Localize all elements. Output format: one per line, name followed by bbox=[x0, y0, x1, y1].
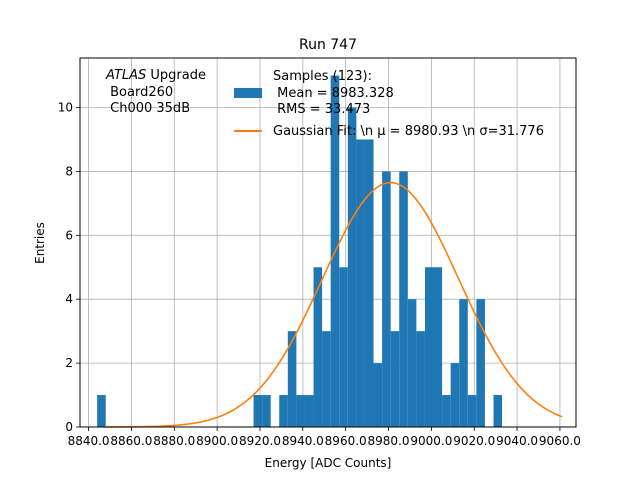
annotation-line-1: ATLAS Upgrade bbox=[105, 68, 206, 83]
legend-samples-line-3: RMS = 33.473 bbox=[273, 102, 370, 117]
histogram-bar bbox=[287, 331, 297, 427]
legend-fit-label: Gaussian Fit: \n μ = 8980.93 \n σ=31.776 bbox=[273, 124, 544, 139]
histogram-bar bbox=[322, 331, 331, 427]
histogram-bar bbox=[373, 363, 383, 427]
x-tick-label: 8860.0 bbox=[110, 434, 152, 448]
x-tick-label: 8920.0 bbox=[239, 434, 281, 448]
legend: Samples (123): Mean = 8983.328 RMS = 33.… bbox=[234, 69, 544, 139]
legend-samples-swatch bbox=[234, 88, 262, 98]
y-tick-label: 6 bbox=[65, 228, 73, 242]
histogram-bar bbox=[476, 299, 485, 427]
histogram-bar bbox=[347, 107, 357, 428]
histogram-bar bbox=[442, 395, 451, 427]
y-tick-label: 4 bbox=[65, 292, 73, 306]
atlas-annotation: ATLAS Upgrade Board260 Ch000 35dB bbox=[105, 68, 206, 116]
histogram-bar bbox=[304, 395, 314, 427]
x-tick-label: 9060.0 bbox=[539, 434, 581, 448]
histogram-bar bbox=[262, 395, 271, 427]
histogram-bar bbox=[467, 395, 477, 427]
x-tick-label: 8960.0 bbox=[325, 434, 367, 448]
y-tick-label: 8 bbox=[65, 164, 73, 178]
axes-frame bbox=[79, 57, 577, 428]
axis-ticks: 8840.0 8860.0 8880.0 8900.0 8920.0 8940.0 8960… bbox=[58, 101, 581, 448]
x-tick-label: 9000.0 bbox=[410, 434, 452, 448]
y-axis-label: Entries bbox=[33, 222, 47, 264]
x-axis-label: Energy [ADC Counts] bbox=[265, 456, 392, 470]
annotation-rest: Upgrade bbox=[146, 68, 206, 83]
histogram-bar bbox=[416, 331, 425, 427]
histogram-bar bbox=[253, 395, 263, 427]
x-tick-label: 8980.0 bbox=[368, 434, 410, 448]
x-tick-label: 9020.0 bbox=[453, 434, 495, 448]
chart-title: Run 747 bbox=[299, 37, 357, 53]
histogram-bar bbox=[356, 139, 365, 427]
gaussian-fit-line bbox=[103, 181, 563, 428]
histogram-bar bbox=[382, 171, 391, 427]
histogram-bar bbox=[459, 299, 468, 427]
annotation-line-3: Ch000 35dB bbox=[106, 101, 190, 116]
histogram-bar bbox=[339, 267, 348, 427]
legend-samples-line-2: Mean = 8983.328 bbox=[273, 86, 394, 101]
y-tick-label: 10 bbox=[58, 101, 73, 115]
fit-curve-layer bbox=[103, 181, 563, 428]
histogram-bar bbox=[313, 267, 323, 427]
histogram-bar bbox=[296, 395, 305, 427]
x-tick-label: 8880.0 bbox=[153, 434, 195, 448]
x-tick-label: 8940.0 bbox=[282, 434, 324, 448]
histogram-bar bbox=[279, 395, 288, 427]
x-tick-label: 8900.0 bbox=[196, 434, 238, 448]
y-tick-label: 0 bbox=[65, 420, 73, 434]
x-tick-label: 8840.0 bbox=[68, 434, 110, 448]
legend-samples-line-1: Samples (123): bbox=[273, 69, 372, 84]
histogram-bar bbox=[493, 395, 503, 427]
x-tick-label: 9040.0 bbox=[496, 434, 538, 448]
histogram-bar bbox=[390, 331, 400, 427]
histogram-bar bbox=[424, 267, 434, 427]
histogram-bar bbox=[407, 299, 417, 427]
histogram-bar bbox=[97, 395, 106, 427]
histogram-bar bbox=[450, 363, 460, 427]
y-tick-label: 2 bbox=[65, 356, 73, 370]
histogram-bar bbox=[364, 139, 374, 427]
annotation-italic: ATLAS bbox=[105, 68, 146, 83]
histogram-bar bbox=[433, 267, 443, 427]
annotation-line-2: Board260 bbox=[106, 85, 173, 100]
histogram-bar bbox=[399, 171, 408, 427]
